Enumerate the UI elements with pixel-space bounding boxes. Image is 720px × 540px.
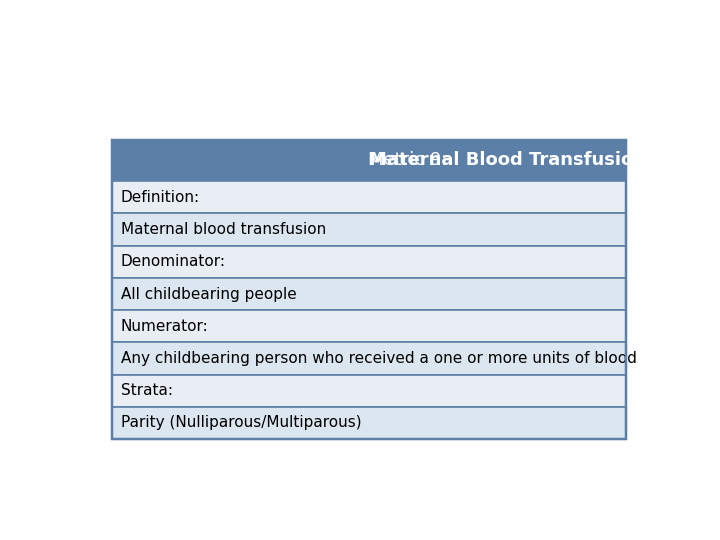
FancyBboxPatch shape <box>112 213 626 246</box>
FancyBboxPatch shape <box>112 342 626 375</box>
FancyBboxPatch shape <box>112 375 626 407</box>
Text: Numerator:: Numerator: <box>121 319 209 334</box>
FancyBboxPatch shape <box>112 181 626 213</box>
FancyBboxPatch shape <box>112 246 626 278</box>
FancyBboxPatch shape <box>112 278 626 310</box>
Text: Strata:: Strata: <box>121 383 173 398</box>
Text: Maternal Blood Transfusion: Maternal Blood Transfusion <box>369 151 646 170</box>
Text: Any childbearing person who received a one or more units of blood: Any childbearing person who received a o… <box>121 351 636 366</box>
Text: Denominator:: Denominator: <box>121 254 225 269</box>
FancyBboxPatch shape <box>112 140 626 181</box>
Text: Metric 9:: Metric 9: <box>368 151 454 170</box>
Text: Definition:: Definition: <box>121 190 200 205</box>
Text: Maternal blood transfusion: Maternal blood transfusion <box>121 222 326 237</box>
Text: All childbearing people: All childbearing people <box>121 287 297 301</box>
FancyBboxPatch shape <box>112 407 626 439</box>
Text: Parity (Nulliparous/Multiparous): Parity (Nulliparous/Multiparous) <box>121 415 361 430</box>
FancyBboxPatch shape <box>112 310 626 342</box>
